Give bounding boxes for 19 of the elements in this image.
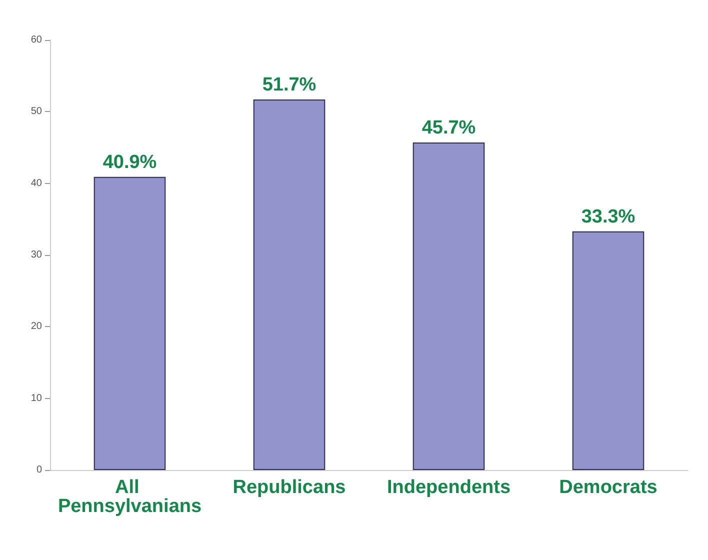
x-tick-label: Republicans <box>232 477 346 498</box>
y-tick-label: 0 <box>36 464 42 476</box>
y-tick-label: 20 <box>30 321 42 332</box>
data-label: 33.3% <box>581 206 636 228</box>
bar <box>572 231 644 470</box>
y-tick-label: 40 <box>30 178 42 189</box>
y-tick-label: 10 <box>30 392 42 404</box>
x-tick-label: Democrats <box>559 477 658 498</box>
bar <box>412 142 485 470</box>
data-label: 51.7% <box>262 74 316 96</box>
x-tick-label: Independents <box>386 477 511 498</box>
y-tick-label: 60 <box>30 34 42 46</box>
bar <box>253 99 326 470</box>
x-tick-label: All Pennsylvanians <box>58 477 202 517</box>
data-label: 45.7% <box>422 117 476 138</box>
y-tick-label: 30 <box>30 250 42 260</box>
y-tick-label: 50 <box>30 106 42 118</box>
data-label: 40.9% <box>102 152 157 173</box>
bar <box>94 176 166 470</box>
